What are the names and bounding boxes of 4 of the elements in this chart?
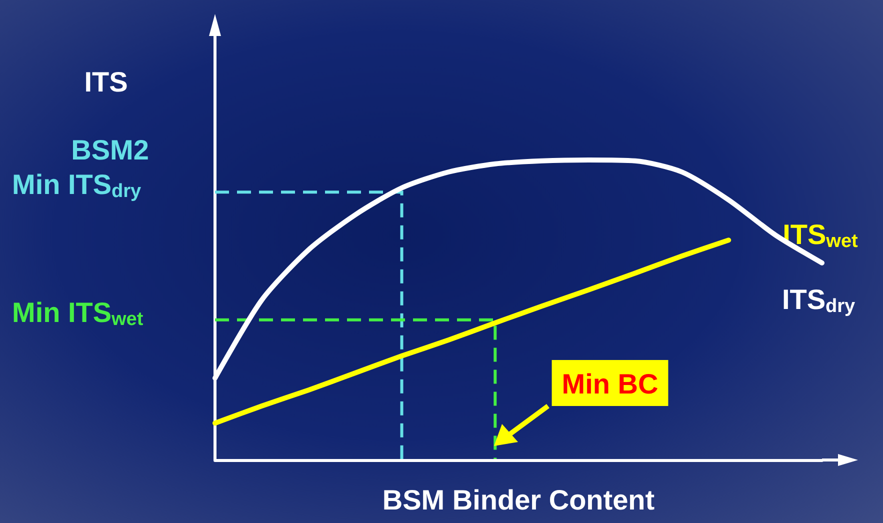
- y-axis-title: ITS: [84, 66, 128, 98]
- x-axis-title: BSM Binder Content: [382, 484, 655, 516]
- text: BSM2: [71, 134, 149, 166]
- annotation: Min BC: [562, 368, 658, 400]
